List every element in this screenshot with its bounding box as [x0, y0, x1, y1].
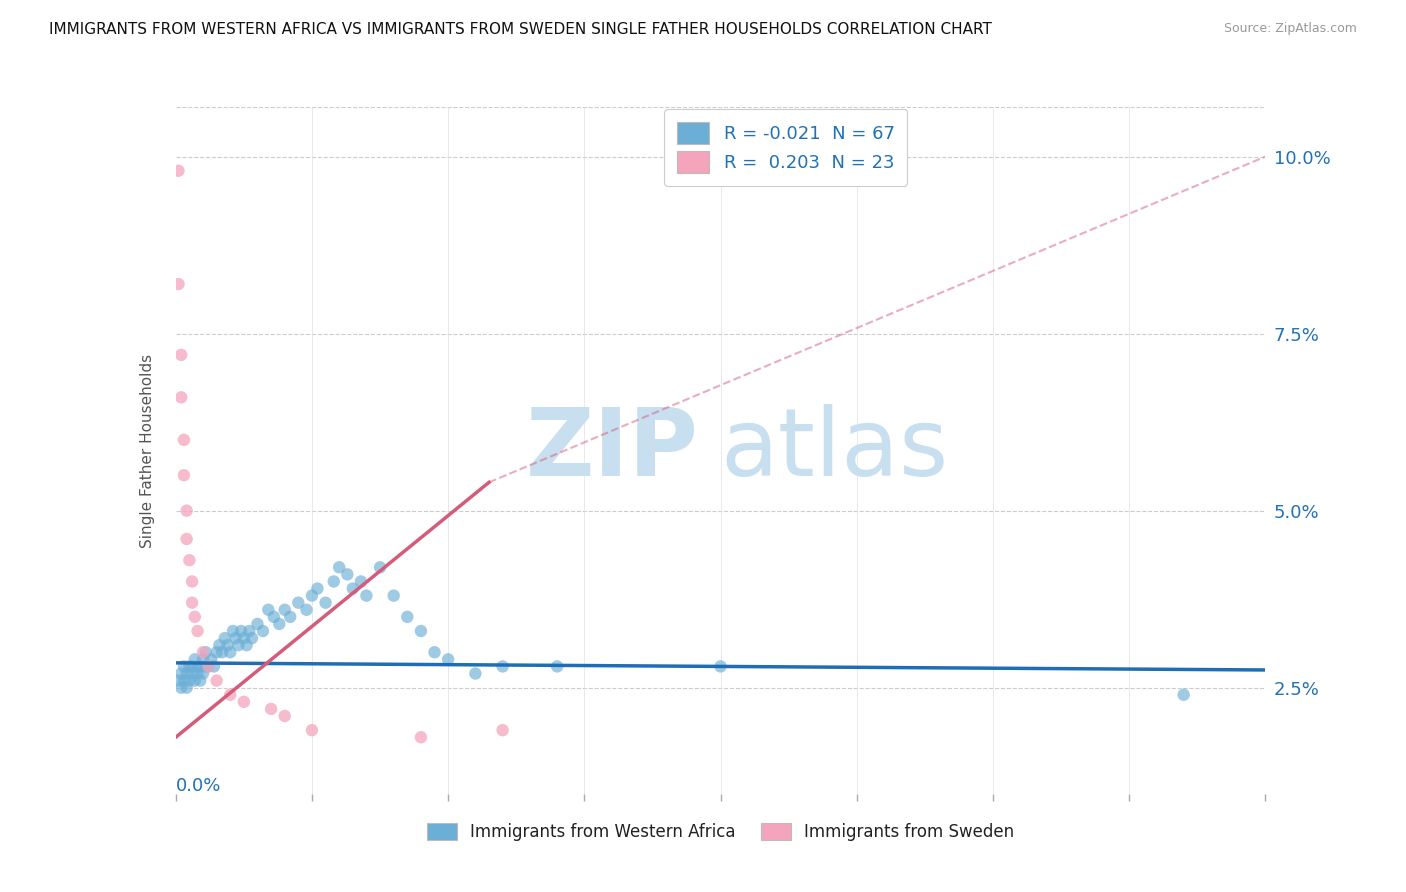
Point — [197, 659, 219, 673]
Point — [167, 163, 190, 178]
Text: ZIP: ZIP — [526, 404, 699, 497]
Point — [184, 610, 207, 624]
Point — [409, 730, 432, 744]
Point — [173, 659, 195, 673]
Point — [274, 603, 297, 617]
Point — [409, 624, 432, 638]
Point — [179, 673, 201, 688]
Point — [191, 645, 214, 659]
Point — [368, 560, 391, 574]
Point — [219, 645, 242, 659]
Point — [181, 666, 204, 681]
Point — [437, 652, 460, 666]
Point — [295, 603, 318, 617]
Point — [205, 673, 228, 688]
Point — [194, 659, 217, 673]
Legend: Immigrants from Western Africa, Immigrants from Sweden: Immigrants from Western Africa, Immigran… — [420, 816, 1021, 847]
Point — [257, 603, 280, 617]
Point — [382, 589, 405, 603]
Point — [200, 652, 222, 666]
Point — [252, 624, 274, 638]
Point — [188, 659, 211, 673]
Point — [423, 645, 446, 659]
Point — [492, 723, 515, 738]
Point — [191, 666, 214, 681]
Text: IMMIGRANTS FROM WESTERN AFRICA VS IMMIGRANTS FROM SWEDEN SINGLE FATHER HOUSEHOLD: IMMIGRANTS FROM WESTERN AFRICA VS IMMIGR… — [49, 22, 993, 37]
Point — [170, 390, 193, 404]
Point — [301, 589, 323, 603]
Point — [356, 589, 378, 603]
Point — [202, 659, 225, 673]
Point — [315, 596, 337, 610]
Y-axis label: Single Father Households: Single Father Households — [141, 353, 155, 548]
Point — [274, 709, 297, 723]
Text: 0.0%: 0.0% — [176, 777, 221, 795]
Point — [232, 695, 254, 709]
Point — [235, 638, 257, 652]
Point — [301, 723, 323, 738]
Point — [167, 673, 190, 688]
Point — [170, 666, 193, 681]
Point — [191, 652, 214, 666]
Point — [173, 673, 195, 688]
Point — [263, 610, 285, 624]
Point — [278, 610, 301, 624]
Point — [176, 503, 198, 517]
Point — [208, 638, 231, 652]
Point — [186, 659, 209, 673]
Point — [186, 624, 209, 638]
Point — [492, 659, 515, 673]
Point — [1173, 688, 1195, 702]
Point — [181, 596, 204, 610]
Point — [186, 666, 209, 681]
Point — [188, 673, 211, 688]
Point — [170, 681, 193, 695]
Point — [342, 582, 364, 596]
Point — [350, 574, 373, 589]
Point — [464, 666, 486, 681]
Point — [211, 645, 233, 659]
Point — [328, 560, 350, 574]
Point — [260, 702, 283, 716]
Point — [232, 631, 254, 645]
Point — [307, 582, 329, 596]
Point — [181, 574, 204, 589]
Point — [710, 659, 733, 673]
Point — [228, 638, 250, 652]
Point — [205, 645, 228, 659]
Point — [214, 631, 236, 645]
Point — [231, 624, 253, 638]
Point — [396, 610, 419, 624]
Point — [197, 659, 219, 673]
Point — [179, 553, 201, 567]
Point — [246, 616, 269, 631]
Point — [173, 433, 195, 447]
Point — [176, 532, 198, 546]
Text: atlas: atlas — [721, 404, 949, 497]
Point — [322, 574, 344, 589]
Point — [173, 468, 195, 483]
Point — [219, 688, 242, 702]
Point — [240, 631, 263, 645]
Point — [217, 638, 239, 652]
Point — [179, 659, 201, 673]
Point — [225, 631, 247, 645]
Point — [287, 596, 309, 610]
Point — [176, 666, 198, 681]
Point — [222, 624, 245, 638]
Point — [184, 652, 207, 666]
Point — [170, 348, 193, 362]
Point — [176, 681, 198, 695]
Point — [181, 659, 204, 673]
Point — [546, 659, 568, 673]
Point — [184, 673, 207, 688]
Point — [269, 616, 291, 631]
Point — [238, 624, 260, 638]
Point — [336, 567, 359, 582]
Text: Source: ZipAtlas.com: Source: ZipAtlas.com — [1223, 22, 1357, 36]
Point — [167, 277, 190, 291]
Point — [194, 645, 217, 659]
